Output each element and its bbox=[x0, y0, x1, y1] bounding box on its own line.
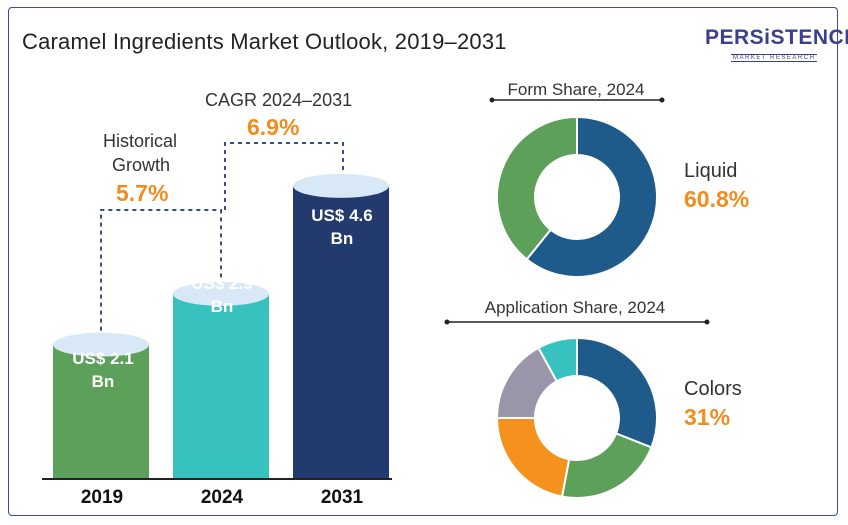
bar-value-2024-line1: US$ 2.9 bbox=[191, 274, 253, 293]
page-title: Caramel Ingredients Market Outlook, 2019… bbox=[22, 29, 507, 54]
bar-cap-2019 bbox=[53, 332, 149, 357]
application-share-slice-0 bbox=[576, 336, 658, 449]
bar-value-2024-line2: Bn bbox=[210, 296, 234, 316]
logo-wordmark: PERSiSTENCE bbox=[705, 26, 848, 49]
bar-value-2031-line2: Bn bbox=[330, 228, 354, 248]
bar-value-label-2019: US$ 2.1 Bn bbox=[55, 348, 151, 394]
historical-label-line2: Growth bbox=[112, 155, 171, 175]
application-share-slice-4 bbox=[537, 336, 578, 383]
application-share-category: Colors bbox=[684, 378, 742, 400]
application-share-slice-2 bbox=[495, 417, 571, 498]
bar-2019 bbox=[53, 344, 149, 478]
form-share-slice-1 bbox=[496, 115, 578, 261]
application-share-rule-dot-left bbox=[444, 319, 450, 325]
form-share-rule-dot-left bbox=[489, 97, 495, 103]
bar-2031 bbox=[293, 185, 389, 478]
form-share-value: 60.8% bbox=[684, 186, 750, 212]
bar-cap-2024 bbox=[173, 281, 269, 306]
year-label-2019: 2019 bbox=[80, 487, 124, 508]
form-share-category: Liquid bbox=[684, 160, 738, 182]
form-share-title: Form Share, 2024 bbox=[507, 80, 645, 99]
application-share-rule-dot-right bbox=[704, 319, 710, 325]
bar-value-2031-line1: US$ 4.6 bbox=[311, 206, 373, 225]
form-share-slice-0 bbox=[525, 115, 658, 278]
bar-value-2019-line1: US$ 2.1 bbox=[72, 349, 134, 368]
bar-cap-2031 bbox=[293, 173, 389, 198]
persistence-logo: PERSiSTENCE MARKET RESEARCH bbox=[705, 26, 848, 66]
cagr-connector bbox=[224, 142, 344, 210]
logo-tagline: MARKET RESEARCH bbox=[731, 54, 818, 62]
historical-growth-connector bbox=[100, 209, 222, 331]
year-label-2031: 2031 bbox=[320, 487, 364, 508]
application-share-title: Application Share, 2024 bbox=[484, 298, 666, 317]
cagr-label: CAGR 2024–2031 bbox=[205, 90, 353, 110]
bar-value-label-2024: US$ 2.9 Bn bbox=[174, 273, 270, 319]
historical-growth-value: 5.7% bbox=[116, 180, 169, 206]
application-share-value: 31% bbox=[684, 404, 731, 430]
cagr-value: 6.9% bbox=[247, 114, 300, 140]
historical-label-line1: Historical bbox=[103, 131, 178, 151]
bar-value-label-2031: US$ 4.6 Bn bbox=[294, 205, 390, 251]
year-label-2024: 2024 bbox=[200, 487, 244, 508]
form-share-rule-dot-right bbox=[659, 97, 665, 103]
bar-2024 bbox=[173, 293, 269, 478]
application-share-slice-1 bbox=[560, 432, 653, 499]
bar-value-2019-line2: Bn bbox=[91, 371, 115, 391]
